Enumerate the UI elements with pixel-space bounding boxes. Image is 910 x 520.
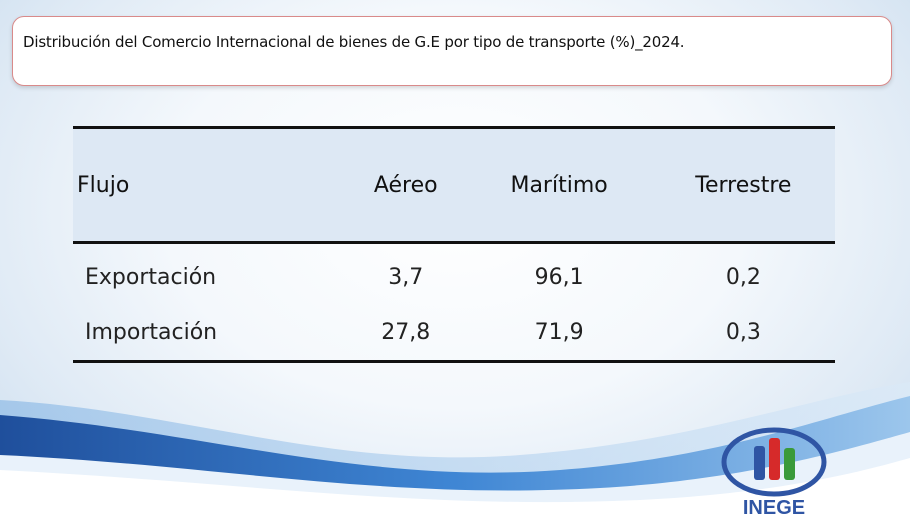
cell-terrestre: 0,3 xyxy=(651,305,835,363)
header-flujo: Flujo xyxy=(73,126,345,244)
slide-title: Distribución del Comercio Internacional … xyxy=(23,33,685,51)
header-terrestre: Terrestre xyxy=(651,126,835,244)
cell-aereo: 27,8 xyxy=(345,305,467,363)
transport-table: Flujo Aéreo Marítimo Terrestre Exportaci… xyxy=(73,126,835,363)
cell-maritimo: 71,9 xyxy=(466,305,652,363)
table-row: Exportación 3,7 96,1 0,2 xyxy=(73,243,835,306)
title-box: Distribución del Comercio Internacional … xyxy=(12,16,892,86)
cell-terrestre: 0,2 xyxy=(725,265,761,290)
logo-text: INEGE xyxy=(743,497,805,518)
header-maritimo: Marítimo xyxy=(466,126,652,244)
inege-logo-icon: INEGE xyxy=(721,427,827,518)
table-header-row: Flujo Aéreo Marítimo Terrestre xyxy=(73,126,835,244)
row-label: Importación xyxy=(73,305,345,363)
header-aereo: Aéreo xyxy=(345,126,467,244)
cell-maritimo: 96,1 xyxy=(534,265,584,290)
cell-aereo: 3,7 xyxy=(388,265,424,290)
table-row: Importación 27,8 71,9 0,3 xyxy=(73,305,835,363)
row-label: Exportación xyxy=(85,265,217,290)
decorative-waves xyxy=(0,382,910,520)
